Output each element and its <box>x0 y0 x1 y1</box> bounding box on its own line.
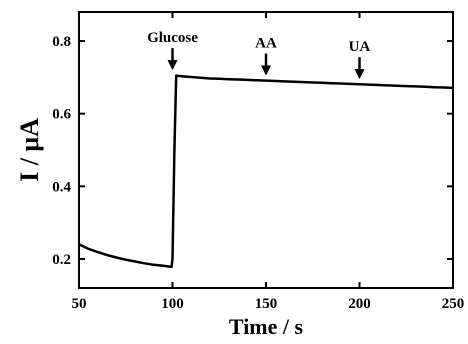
annotation-label: AA <box>255 36 277 52</box>
x-tick-label: 200 <box>348 296 371 312</box>
series-group <box>78 74 454 269</box>
plot-frame <box>78 11 454 289</box>
annotation-label: UA <box>349 39 371 55</box>
annotation-arrow-head <box>167 60 178 71</box>
x-ticks: 50 100 150 200 250 <box>72 12 465 312</box>
annotations: Glucose AA UA <box>147 30 371 80</box>
y-ticks: 0.2 0.4 0.6 0.8 <box>52 34 453 268</box>
annotation-arrow-head <box>354 69 365 80</box>
x-tick-label: 100 <box>161 296 184 312</box>
x-tick-label: 250 <box>442 296 465 312</box>
x-tick-label: 50 <box>72 296 87 312</box>
series-line <box>78 74 454 269</box>
x-axis-title: Time / s <box>229 314 304 339</box>
y-tick-label: 0.8 <box>52 34 71 50</box>
x-tick-label: 150 <box>255 296 278 312</box>
y-tick-label: 0.4 <box>52 179 71 195</box>
annotation-arrow-head <box>261 65 271 76</box>
y-tick-label: 0.6 <box>52 107 71 123</box>
y-axis-title: I / μA <box>15 118 44 182</box>
annotation-label: Glucose <box>147 30 198 46</box>
y-tick-label: 0.2 <box>52 252 71 268</box>
